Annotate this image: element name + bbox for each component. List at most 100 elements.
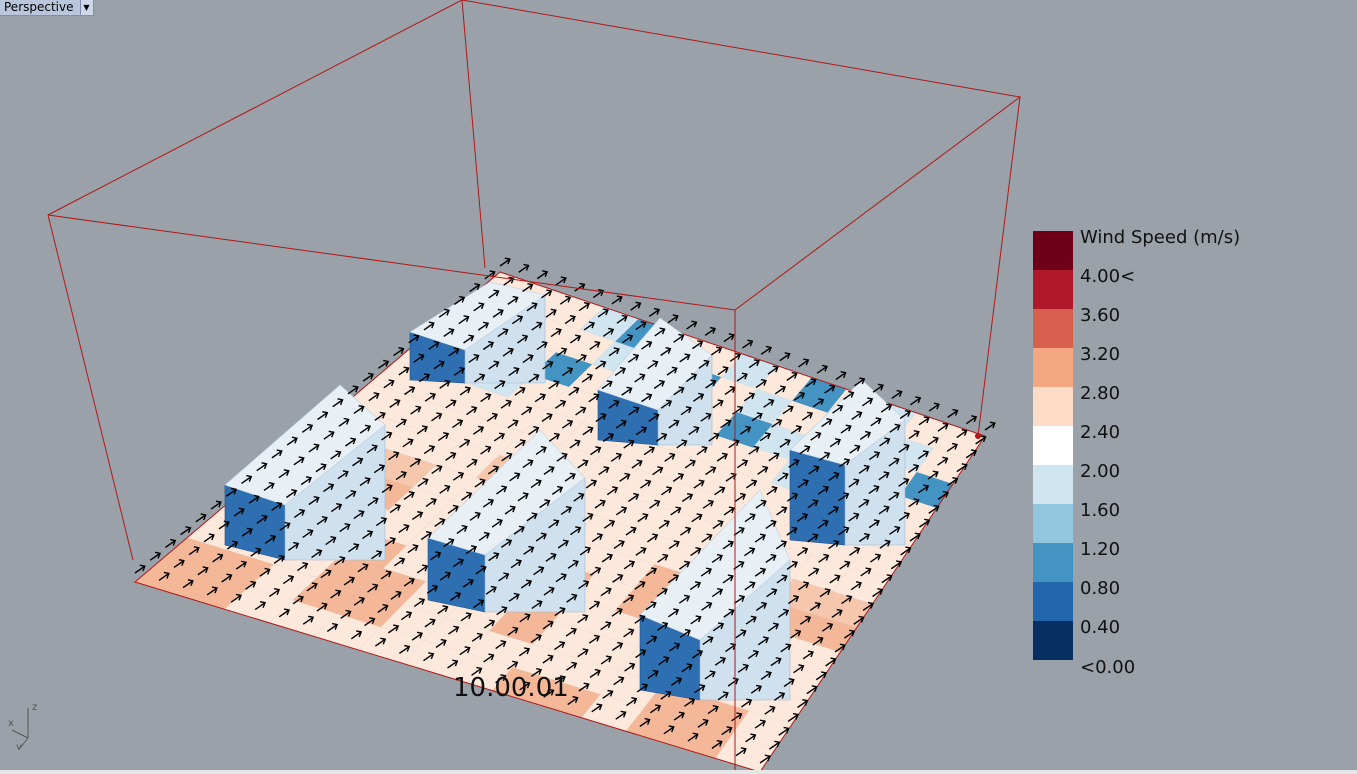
- wind-arrow: [517, 493, 529, 502]
- wind-arrowhead: [886, 574, 893, 582]
- wind-arrowhead: [538, 566, 545, 574]
- wind-arrowhead: [522, 334, 529, 342]
- wind-arrowhead: [673, 419, 680, 427]
- wind-arrowhead: [791, 560, 798, 568]
- wind-arrowhead: [276, 449, 283, 457]
- wind-arrowhead: [640, 546, 647, 554]
- wind-arrowhead: [865, 567, 872, 575]
- wind-arrowhead: [352, 385, 359, 393]
- wind-arrowhead: [707, 499, 714, 507]
- wind-arrow: [819, 452, 830, 461]
- wind-arrow: [848, 479, 859, 488]
- wind-arrowhead: [403, 524, 410, 531]
- wind-arrow: [858, 534, 870, 543]
- wind-arrow: [282, 576, 294, 585]
- wind-arrowhead: [226, 573, 233, 581]
- wind-arrow: [712, 521, 724, 530]
- wind-arrowhead: [607, 432, 615, 440]
- wind-arrowhead: [439, 517, 446, 525]
- wind-arrowhead: [535, 479, 542, 486]
- wind-arrowhead: [791, 526, 798, 534]
- wind-arrow: [535, 533, 547, 542]
- wind-arrowhead: [307, 615, 315, 623]
- wind-arrow: [474, 374, 485, 383]
- wind-arrow: [628, 494, 639, 503]
- wind-arrow: [747, 651, 759, 660]
- wind-arrowhead: [588, 321, 596, 329]
- chevron-down-icon[interactable]: ▼: [79, 0, 93, 15]
- wind-arrow: [793, 392, 805, 401]
- wind-arrow: [548, 433, 560, 442]
- wind-arrow: [374, 412, 386, 421]
- wind-arrowhead: [678, 711, 685, 719]
- wind-arrow: [431, 413, 442, 422]
- wind-arrow: [643, 447, 655, 456]
- wind-arrowhead: [428, 652, 435, 660]
- viewport-tab[interactable]: Perspective ▼: [0, 0, 94, 16]
- wind-arrow: [264, 535, 276, 544]
- wind-arrow: [710, 347, 722, 356]
- wind-arrow: [416, 565, 428, 574]
- status-strip: [0, 770, 1357, 774]
- wind-arrow: [471, 667, 482, 676]
- wind-arrow: [542, 361, 553, 370]
- wind-arrow: [821, 623, 833, 632]
- wind-arrow: [531, 322, 542, 331]
- wind-arrow: [786, 527, 798, 536]
- viewport-tab-label[interactable]: Perspective: [4, 0, 74, 14]
- wind-arrow: [352, 458, 363, 467]
- wind-arrow: [598, 467, 609, 476]
- wind-arrow: [581, 374, 593, 383]
- wind-arrow: [819, 589, 831, 598]
- wind-arrow: [555, 574, 567, 583]
- wind-arrow: [485, 586, 497, 595]
- wind-arrowhead: [620, 419, 627, 427]
- wind-arrow: [613, 541, 625, 550]
- wind-arrow: [453, 296, 465, 305]
- ground-cell: [372, 452, 437, 488]
- wind-arrow: [858, 465, 870, 474]
- wind-arrowhead: [776, 418, 783, 426]
- wind-arrow: [316, 603, 328, 612]
- wind-arrowhead: [748, 392, 756, 400]
- wind-arrowhead: [154, 551, 162, 559]
- wind-arrow: [909, 533, 921, 542]
- wind-arrow: [417, 479, 429, 488]
- wind-arrowhead: [933, 402, 940, 410]
- wind-arrowhead: [569, 472, 576, 480]
- wind-arrow: [511, 316, 523, 325]
- wind-arrowhead: [775, 657, 782, 665]
- wind-arrowhead: [903, 477, 910, 485]
- wind-arrowhead: [497, 308, 504, 316]
- wind-arrow: [770, 658, 782, 667]
- wind-arrow: [774, 386, 786, 395]
- wind-arrowhead: [628, 439, 635, 447]
- wind-arrowhead: [765, 345, 772, 353]
- wind-arrow: [760, 346, 772, 355]
- wind-arrowhead: [336, 502, 343, 510]
- wind-arrowhead: [517, 315, 524, 323]
- wind-arrowhead: [400, 471, 407, 478]
- wind-arrow: [462, 579, 474, 588]
- wind-arrowhead: [306, 423, 314, 431]
- wind-arrowhead: [844, 560, 851, 568]
- wind-arrow: [347, 386, 359, 395]
- wind-arrow: [685, 374, 697, 383]
- wind-arrow: [725, 644, 736, 653]
- building-e-top: [427, 429, 586, 556]
- wind-arrowhead: [730, 472, 737, 480]
- wind-arrowhead: [586, 373, 593, 381]
- wind-arrow: [860, 568, 871, 577]
- wind-arrowhead: [415, 405, 422, 413]
- wind-arrowhead: [565, 295, 572, 303]
- wind-arrow: [918, 417, 930, 426]
- wind-arrowhead: [488, 653, 495, 661]
- wind-arrow: [740, 699, 752, 708]
- wind-arrow: [486, 413, 498, 422]
- wind-arrowhead: [479, 373, 486, 381]
- wind-arrowhead: [202, 566, 209, 574]
- wind-arrowhead: [261, 462, 268, 470]
- wind-arrow: [466, 459, 478, 468]
